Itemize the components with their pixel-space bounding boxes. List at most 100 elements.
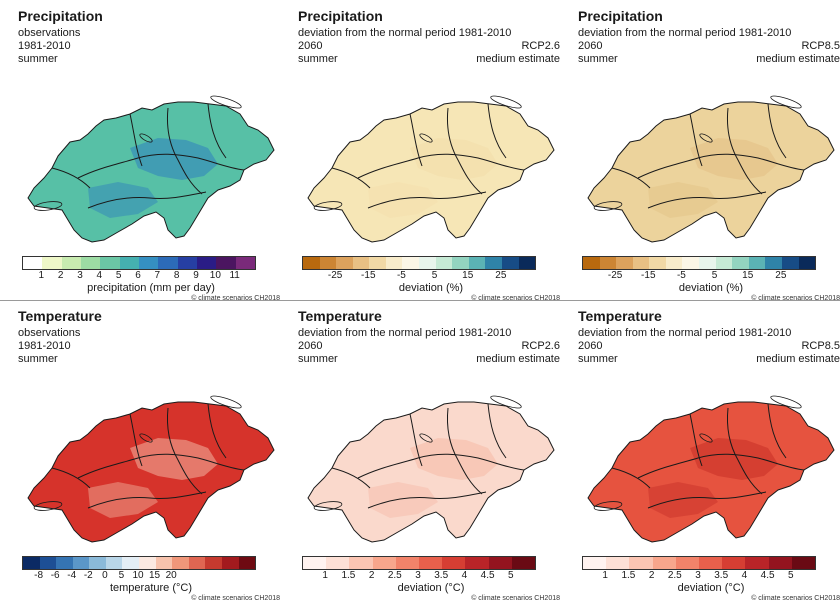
colorbar-segment — [765, 257, 782, 269]
region-shading — [88, 182, 158, 218]
region-shading — [368, 182, 438, 218]
colorbar-tick-label: 1 — [38, 270, 45, 281]
panel-season: summer — [18, 53, 58, 65]
panel-season: summer — [298, 353, 338, 365]
panel-scenario: RCP2.6 — [521, 40, 560, 52]
colorbar-segment — [238, 557, 256, 569]
colorbar-tick-label: -4 — [67, 570, 77, 581]
panel-estimate: medium estimate — [476, 53, 560, 65]
region-shading — [648, 482, 718, 518]
colorbar-segment — [781, 257, 799, 269]
canton-borders — [27, 101, 275, 243]
credit-text: © climate scenarios CH2018 — [751, 595, 840, 602]
panel-subtitle: deviation from the normal period 1981-20… — [298, 327, 512, 339]
colorbar-tick-label: -25 — [327, 270, 343, 281]
colorbar-segment — [369, 257, 386, 269]
panel-estimate: medium estimate — [756, 53, 840, 65]
colorbar-segment — [435, 257, 453, 269]
colorbar-tick-label: 5 — [431, 270, 438, 281]
panel-subtitle: deviation from the normal period 1981-20… — [298, 27, 512, 39]
colorbar-segment — [56, 557, 73, 569]
colorbar — [302, 556, 536, 570]
colorbar-segment — [319, 257, 337, 269]
colorbar-ticks: -8 -6 -4 -2 0 5 10 15 20 — [22, 570, 254, 582]
panel-period: 2060 — [578, 340, 603, 352]
colorbar-segment — [42, 257, 62, 269]
colorbar-segment — [442, 557, 466, 569]
colorbar-segment — [100, 257, 120, 269]
colorbar-segment — [722, 557, 746, 569]
colorbar-segment — [419, 557, 443, 569]
colorbar-tick-label: -6 — [50, 570, 60, 581]
colorbar-tick-label: 2 — [57, 270, 64, 281]
lakes-outline — [593, 395, 802, 511]
colorbar-segment — [485, 257, 502, 269]
colorbar-tick-label: 5 — [788, 570, 794, 581]
colorbar — [582, 556, 816, 570]
colorbar-segment — [419, 257, 436, 269]
colorbar-tick-label: 15 — [742, 270, 754, 281]
colorbar-tick-label: 8 — [173, 270, 180, 281]
map-panel-4: Temperature observations 1981-2010 summe… — [18, 308, 284, 604]
region-shading — [690, 138, 778, 180]
colorbar-label: deviation (°C) — [397, 582, 465, 594]
colorbar-segment — [158, 257, 178, 269]
panel-season: summer — [578, 53, 618, 65]
colorbar-segment — [105, 557, 123, 569]
switzerland-map — [307, 395, 555, 543]
colorbar-tick-label: 6 — [135, 270, 141, 281]
panel-subtitle: deviation from the normal period 1981-20… — [578, 327, 792, 339]
colorbar-tick-label: 20 — [165, 570, 177, 581]
region-shading — [410, 138, 498, 180]
colorbar-segment — [583, 257, 600, 269]
colorbar-segment — [385, 257, 403, 269]
panel-subtitle: deviation from the normal period 1981-20… — [578, 27, 792, 39]
colorbar-segment — [682, 257, 700, 269]
colorbar-segment — [699, 557, 723, 569]
colorbar-tick-label: 4 — [741, 570, 748, 581]
colorbar-segment — [216, 257, 236, 269]
colorbar-segment — [732, 257, 749, 269]
panel-title: Precipitation — [298, 8, 383, 24]
colorbar-segment — [61, 257, 81, 269]
colorbar-tick-label: 10 — [132, 570, 144, 581]
lakes-outline — [33, 395, 242, 511]
colorbar-tick-label: 3 — [77, 270, 83, 281]
colorbar-segment — [629, 557, 653, 569]
colorbar-segment — [352, 257, 370, 269]
colorbar-segment — [303, 557, 327, 569]
colorbar-segment — [89, 557, 106, 569]
colorbar-tick-label: 0 — [102, 570, 108, 581]
colorbar — [302, 256, 536, 270]
colorbar-segment — [652, 557, 676, 569]
colorbar-tick-label: -5 — [396, 270, 406, 281]
colorbar-ticks: 1 1.5 2 2.5 3 3.5 4 4.5 5 — [582, 570, 814, 582]
panel-period: 2060 — [298, 40, 323, 52]
colorbar-tick-label: 1 — [322, 570, 328, 581]
panel-title: Temperature — [578, 308, 662, 324]
colorbar-tick-label: 4 — [461, 570, 468, 581]
colorbar-segment — [188, 557, 206, 569]
colorbar-tick-label: 9 — [193, 270, 199, 281]
colorbar-segment — [699, 257, 716, 269]
panel-scenario: RCP2.6 — [521, 340, 560, 352]
colorbar-tick-label: 7 — [154, 270, 161, 281]
colorbar-segment — [23, 257, 43, 269]
region-shading — [130, 438, 218, 480]
map-panel-6: Temperature deviation from the normal pe… — [578, 308, 840, 604]
colorbar-segment — [39, 557, 57, 569]
colorbar-ticks: -25 -15 -5 5 15 25 — [582, 270, 814, 282]
switzerland-map — [587, 395, 835, 543]
colorbar-label: deviation (%) — [398, 282, 464, 294]
colorbar-segment — [80, 257, 101, 269]
colorbar-segment — [632, 257, 650, 269]
colorbar-tick-label: 11 — [229, 270, 240, 281]
colorbar-ticks: 1 2 3 4 5 6 7 8 9 10 11 — [22, 270, 254, 282]
colorbar-segment — [583, 557, 607, 569]
panel-period: 1981-2010 — [18, 340, 71, 352]
colorbar-tick-label: -8 — [34, 570, 44, 581]
colorbar-label: temperature (°C) — [109, 582, 193, 594]
region-shading — [130, 138, 218, 180]
colorbar-tick-label: 2.5 — [667, 570, 682, 581]
